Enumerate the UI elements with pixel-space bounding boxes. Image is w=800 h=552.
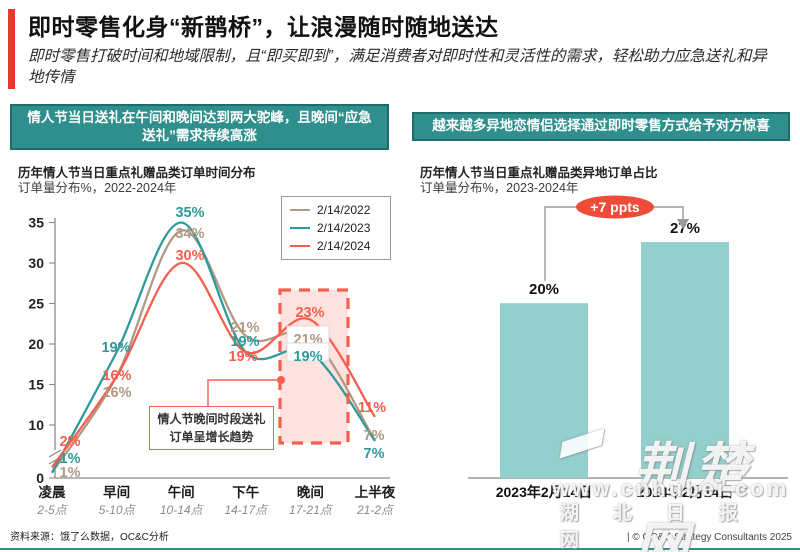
page-subtitle: 即时零售打破时间和地域限制，且“即买即到”，满足消费者对即时性和灵活性的需求，轻…	[28, 48, 767, 87]
annotation-connector	[207, 379, 281, 406]
point-label: 2%	[60, 434, 81, 450]
legend-swatch	[290, 245, 310, 247]
x-category-sublabel: 17-21点	[289, 503, 334, 517]
legend-item-2/14/2022: 2/14/2022	[290, 203, 382, 217]
legend-label: 2/14/2024	[317, 239, 371, 253]
legend-swatch	[290, 209, 310, 211]
bar-value-label: 27%	[670, 220, 700, 237]
point-label: 1%	[60, 451, 81, 467]
x-category-label: 上半夜	[355, 484, 396, 500]
x-category-sublabel: 5-10点	[99, 503, 137, 517]
footer-source: 资料来源：饿了么数据，OC&C分析	[10, 532, 169, 543]
bar-2024年2月14日	[641, 242, 729, 478]
x-category-label: 午间	[168, 484, 195, 500]
delta-badge	[576, 195, 654, 219]
x-category-label: 凌晨	[39, 484, 66, 500]
point-label: 7%	[364, 428, 385, 444]
bar-chart: 20% 2023年2月14日 27% 2024年2月14日 +7 ppts	[468, 195, 788, 500]
y-tick-label: 35	[28, 215, 44, 231]
right-chart-title: 历年情人节当日重点礼赠品类异地订单占比	[420, 166, 658, 180]
label-bg	[286, 342, 330, 362]
x-category-sublabel: 2-5点	[36, 503, 68, 517]
x-category-label: 下午	[232, 484, 259, 500]
left-panel-banner: 情人节当日送礼在午间和晚间达到两大驼峰，且晚间“应急送礼”需求持续高涨	[10, 104, 389, 150]
axis-break-icon	[48, 449, 62, 458]
right-panel-banner: 越来越多异地恋情侣选择通过即时零售方式给予对方惊喜	[412, 112, 790, 141]
point-label: 7%	[364, 446, 385, 462]
left-chart-title: 历年情人节当日重点礼赠品类订单时间分布	[18, 166, 256, 180]
y-tick-label: 25	[28, 296, 44, 312]
annotation-line2: 订单呈增长趋势	[169, 430, 254, 444]
legend-label: 2/14/2023	[317, 221, 371, 235]
x-category-sublabel: 21-2点	[356, 503, 395, 517]
point-label: 19%	[101, 340, 130, 356]
point-label: 19%	[230, 334, 259, 350]
left-chart-subtitle: 订单量分布%，2022-2024年	[18, 181, 177, 195]
arrow-down-icon	[677, 219, 689, 229]
page-title: 即时零售化身“新鹊桥”，让浪漫随时随地送达	[28, 14, 499, 40]
legend: 2/14/2022 2/14/2023 2/14/2024	[281, 196, 391, 260]
point-label: 1%	[60, 465, 81, 481]
x-category-label: 早间	[103, 484, 130, 500]
point-label: 23%	[295, 305, 324, 321]
legend-item-2/14/2024: 2/14/2024	[290, 239, 382, 253]
footer-copyright: | © OC&C Strategy Consultants 2025	[626, 532, 792, 543]
right-chart-subtitle: 订单量分布%，2023-2024年	[420, 181, 579, 195]
point-label: 19%	[228, 349, 257, 365]
highlight-dashed-border	[278, 288, 350, 445]
x-category-sublabel: 10-14点	[160, 503, 205, 517]
left-banner-text: 情人节当日送礼在午间和晚间达到两大驼峰，且晚间“应急送礼”需求持续高涨	[27, 109, 372, 143]
annotation-line1: 情人节晚间时段送礼	[157, 412, 266, 426]
delta-badge-label: +7 ppts	[590, 199, 640, 215]
legend-swatch	[290, 227, 310, 229]
y-tick-label: 20	[28, 336, 44, 352]
highlight-region	[280, 290, 348, 443]
legend-label: 2/14/2022	[317, 203, 371, 217]
bar-value-label: 20%	[529, 281, 559, 298]
y-tick-label: 15	[28, 377, 44, 393]
y-tick-label: 30	[28, 255, 44, 271]
title-accent-bar	[8, 9, 15, 89]
bar-2023年2月14日	[500, 303, 588, 478]
point-label: 35%	[175, 205, 204, 221]
point-label: 34%	[175, 226, 204, 242]
bar-category-label: 2024年2月14日	[637, 484, 734, 500]
point-label: 30%	[175, 248, 204, 264]
footer-rule	[0, 547, 800, 550]
x-category-label: 晚间	[297, 484, 324, 500]
point-label: 16%	[102, 368, 131, 384]
point-label: 11%	[358, 400, 386, 416]
series-line-2/14/2024	[51, 261, 376, 469]
legend-item-2/14/2023: 2/14/2023	[290, 221, 382, 235]
annotation-box: 情人节晚间时段送礼 订单呈增长趋势	[149, 406, 274, 450]
right-banner-text: 越来越多异地恋情侣选择通过即时零售方式给予对方惊喜	[432, 118, 770, 134]
bar-category-label: 2023年2月14日	[496, 484, 593, 500]
annotation-dot	[277, 376, 285, 384]
line-chart: 01015202530351%16%34%21%21%7%1%19%35%19%…	[28, 205, 396, 517]
point-label: 21%	[230, 320, 259, 336]
y-tick-label: 0	[36, 470, 44, 486]
point-label: 19%	[293, 349, 322, 365]
point-label: 16%	[102, 385, 131, 401]
y-tick-label: 10	[28, 417, 44, 433]
x-category-sublabel: 14-17点	[224, 503, 269, 517]
